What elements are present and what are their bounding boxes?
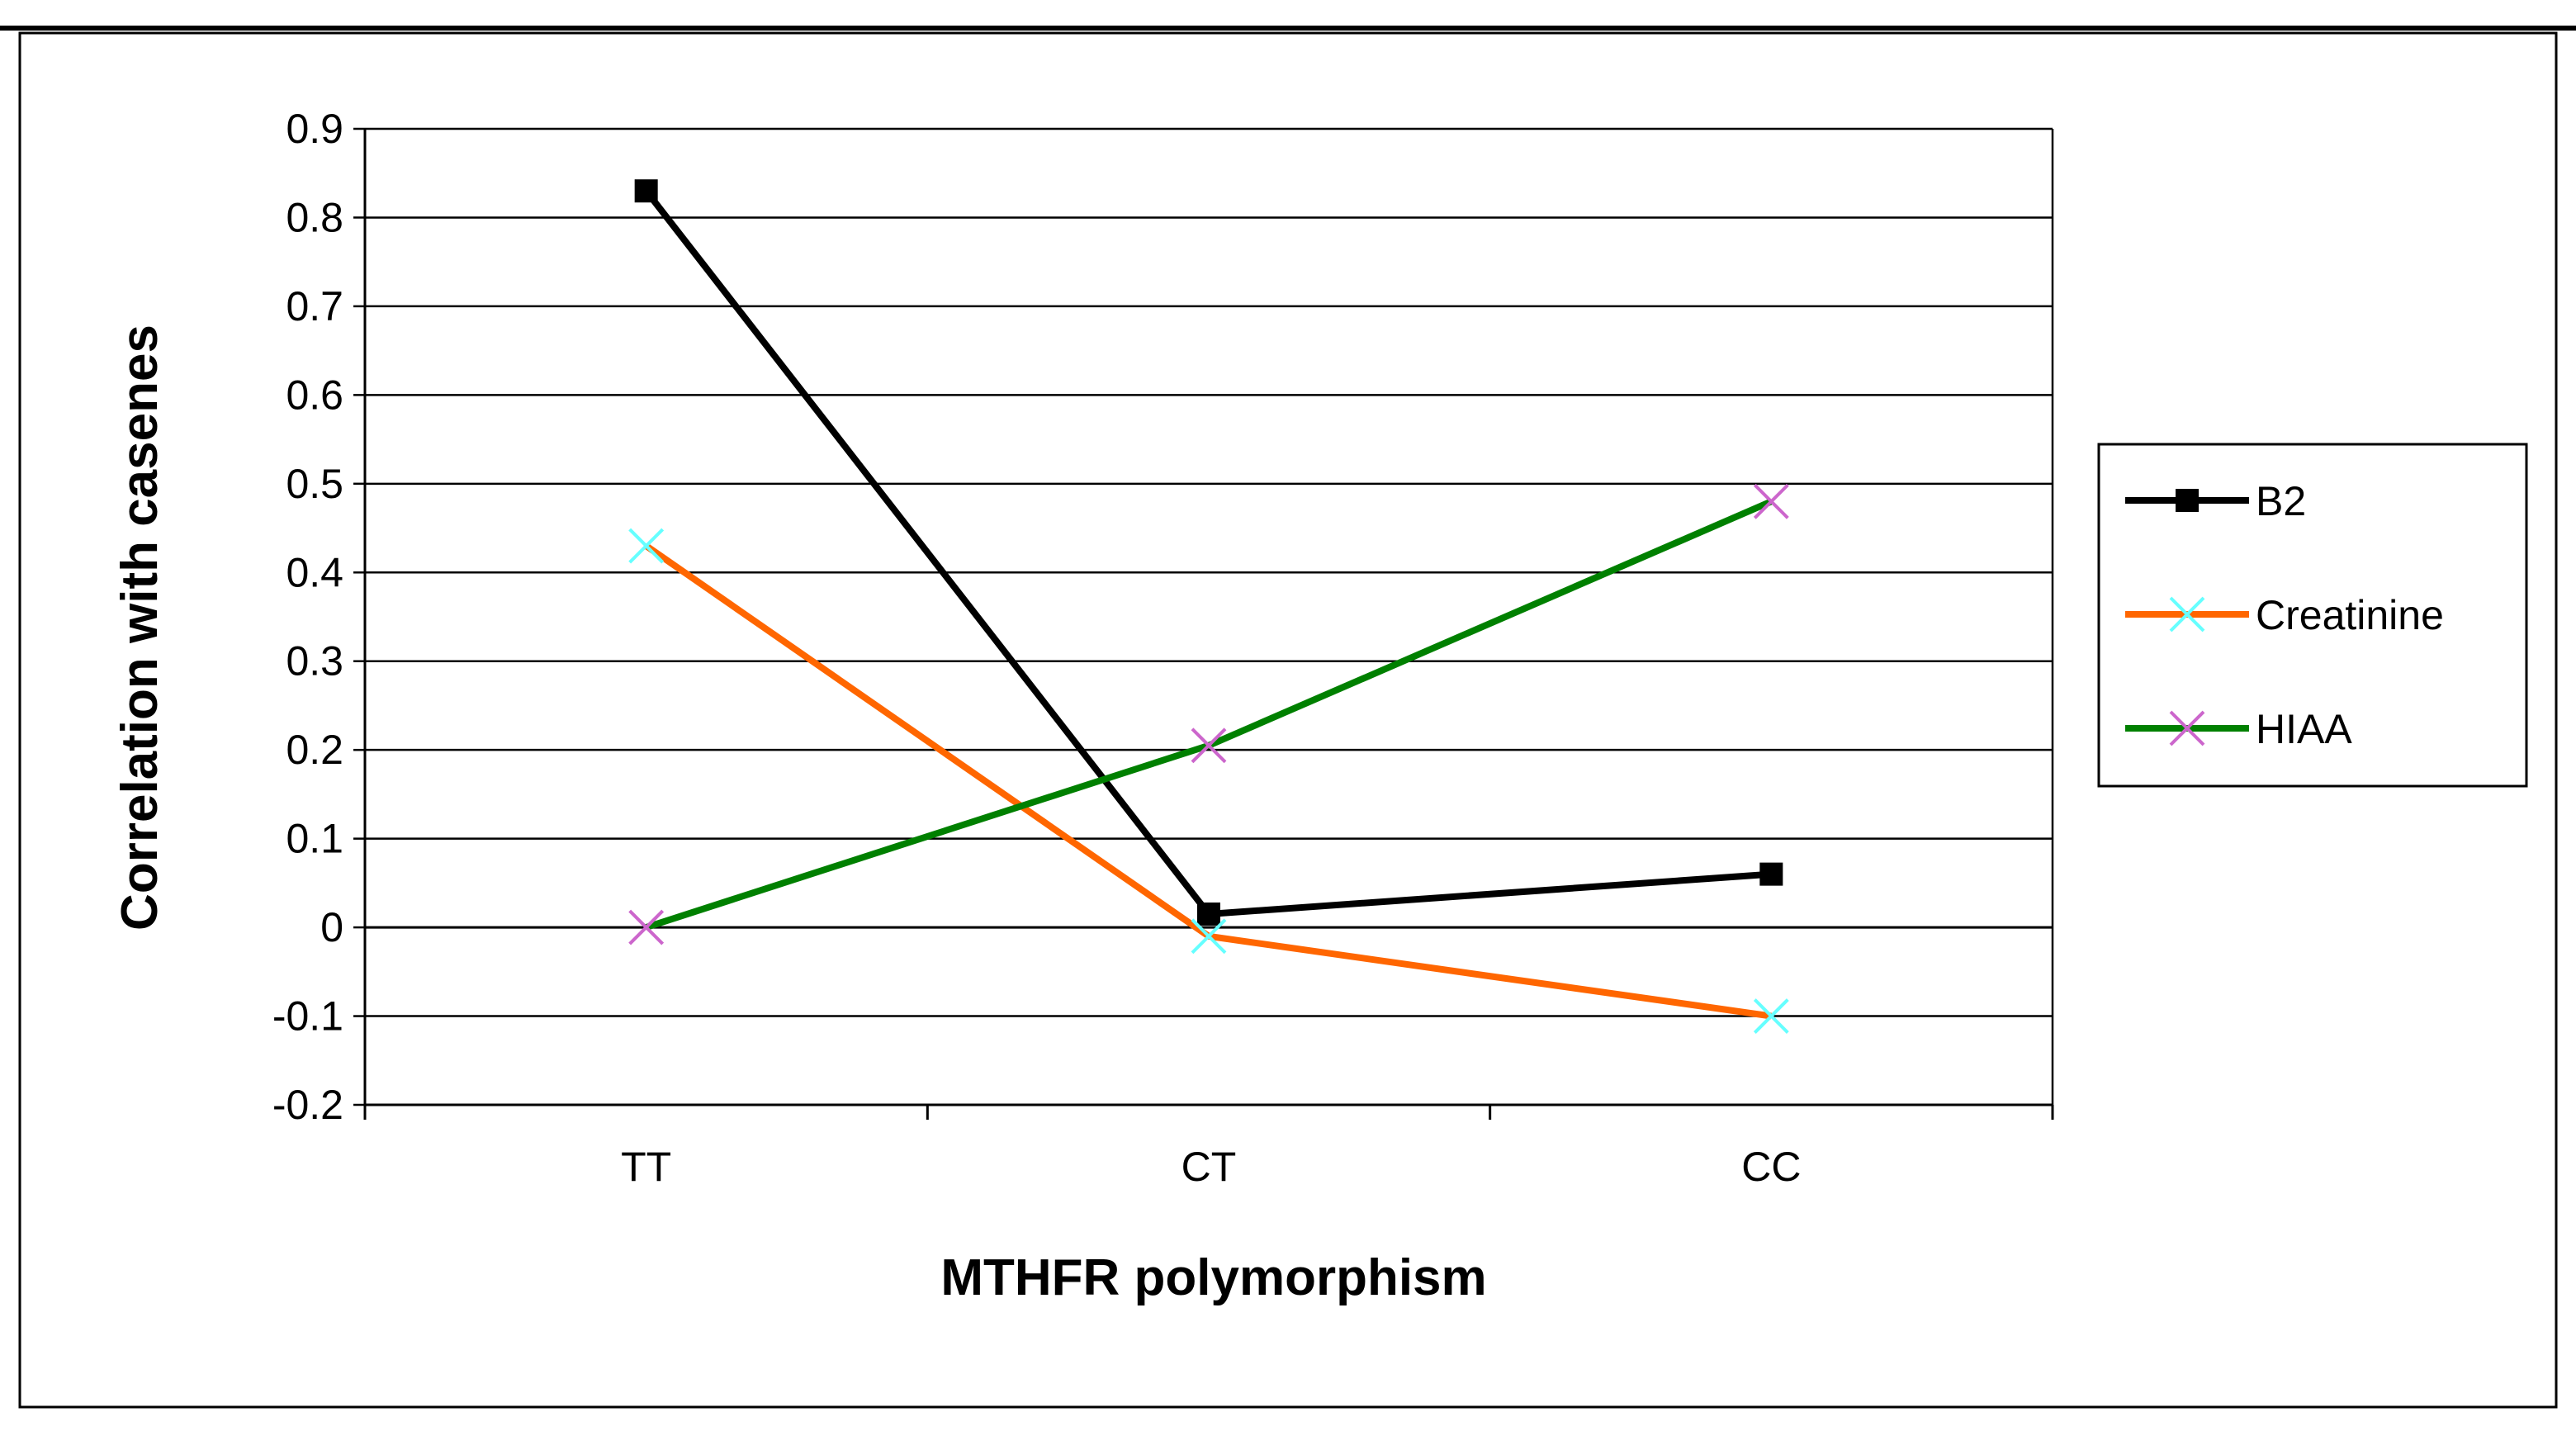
y-tick-label: -0.2	[272, 1082, 343, 1128]
axes	[353, 127, 2054, 1120]
data-point-b2	[634, 179, 658, 203]
series-line-creatinine	[644, 543, 1772, 1020]
x-tick-label: CT	[1181, 1144, 1237, 1190]
x-axis-title: MTHFR polymorphism	[940, 1249, 1486, 1306]
y-tick-label: 0.1	[286, 816, 343, 862]
legend-marker-b2	[2176, 489, 2199, 512]
series-lines	[643, 188, 1773, 1020]
legend-marker-creatinine	[2169, 596, 2205, 633]
series-line-b2	[643, 188, 1772, 917]
chart-border	[18, 31, 2558, 1409]
y-axis-title: Correlation with casenes	[111, 325, 168, 931]
y-tick-label: -0.1	[272, 993, 343, 1040]
data-point-b2	[1759, 862, 1783, 886]
y-tick-label: 0.7	[286, 283, 343, 329]
y-tick-label: 0.6	[286, 372, 343, 418]
data-point-creatinine	[1191, 918, 1227, 955]
y-tick-label: 0.5	[286, 461, 343, 507]
legend-label-b2: B2	[2256, 478, 2306, 524]
x-tick-label: TT	[621, 1144, 671, 1190]
y-tick-label: 0	[320, 904, 343, 950]
data-point-hiaa	[1191, 727, 1227, 764]
legend-label-creatinine: Creatinine	[2256, 592, 2444, 638]
data-point-creatinine	[628, 528, 665, 564]
series-markers	[628, 179, 1789, 1034]
y-tick-label: 0.2	[286, 727, 343, 773]
legend-marker-hiaa	[2169, 710, 2205, 746]
legend-label-hiaa: HIAA	[2256, 706, 2352, 752]
y-tick-label: 0.9	[286, 106, 343, 152]
legend-entries: B2 Creatinine HIAA	[2125, 478, 2444, 752]
gridlines	[365, 127, 2053, 1106]
data-point-hiaa	[1753, 483, 1789, 519]
series-line-hiaa	[645, 498, 1773, 931]
y-tick-label: 0.3	[286, 638, 343, 685]
y-tick-label: 0.8	[286, 194, 343, 240]
data-point-creatinine	[1753, 998, 1789, 1034]
y-tick-labels: 0.9 0.8 0.7 0.6 0.5 0.4 0.3 0.2 0.1 0 -0.1 -0.2	[272, 106, 343, 1128]
data-point-hiaa	[628, 909, 665, 945]
data-point-b2	[1197, 902, 1220, 926]
y-tick-label: 0.4	[286, 549, 343, 595]
x-tick-labels: TT CT CC	[621, 1144, 1801, 1190]
legend: B2 Creatinine HIAA	[2097, 443, 2528, 788]
x-tick-label: CC	[1741, 1144, 1801, 1190]
